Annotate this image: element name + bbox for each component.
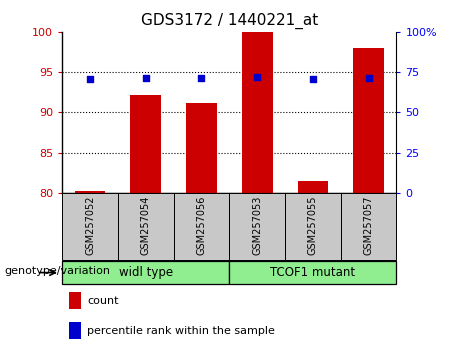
- Text: GSM257057: GSM257057: [364, 195, 373, 255]
- Bar: [118, 193, 174, 260]
- Bar: [229, 193, 285, 260]
- Point: [309, 76, 317, 82]
- Bar: [186, 103, 217, 193]
- Bar: [75, 190, 106, 193]
- Bar: [62, 193, 118, 260]
- Bar: [242, 32, 272, 193]
- Text: GSM257055: GSM257055: [308, 195, 318, 255]
- Bar: [130, 95, 161, 193]
- Point: [86, 76, 94, 82]
- Text: TCOF1 mutant: TCOF1 mutant: [270, 266, 355, 279]
- Bar: [341, 193, 396, 260]
- Text: count: count: [87, 296, 119, 306]
- Point: [254, 74, 261, 80]
- Bar: [229, 261, 396, 284]
- Text: GSM257054: GSM257054: [141, 195, 151, 255]
- Text: GSM257056: GSM257056: [196, 195, 207, 255]
- Text: GSM257052: GSM257052: [85, 195, 95, 255]
- Point: [365, 75, 372, 81]
- Title: GDS3172 / 1440221_at: GDS3172 / 1440221_at: [141, 13, 318, 29]
- Bar: [69, 322, 81, 339]
- Text: GSM257053: GSM257053: [252, 195, 262, 255]
- Text: widl type: widl type: [119, 266, 173, 279]
- Bar: [353, 48, 384, 193]
- Bar: [174, 193, 229, 260]
- Bar: [285, 193, 341, 260]
- Text: genotype/variation: genotype/variation: [5, 266, 111, 276]
- Bar: [69, 292, 81, 309]
- Bar: [62, 261, 229, 284]
- Bar: [298, 181, 328, 193]
- Point: [198, 75, 205, 81]
- Point: [142, 75, 149, 81]
- Text: percentile rank within the sample: percentile rank within the sample: [87, 326, 275, 336]
